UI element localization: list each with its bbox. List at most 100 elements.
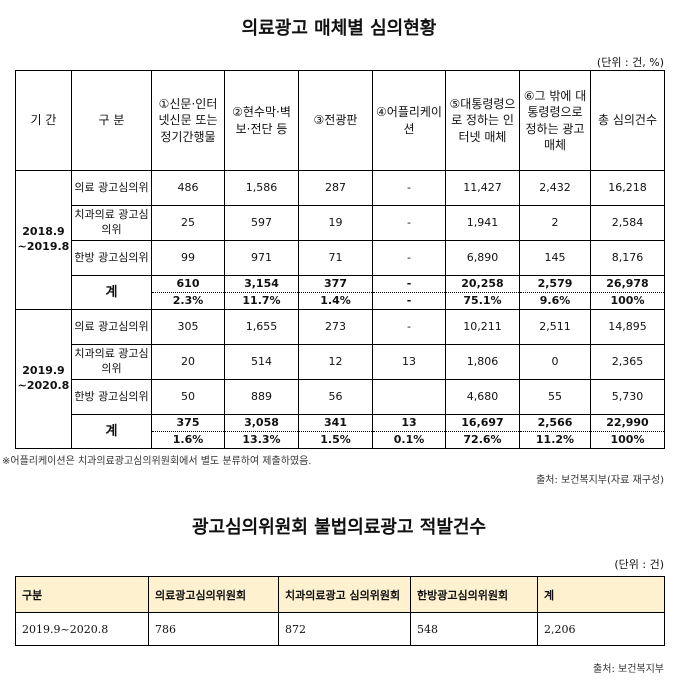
total-cell: 20,258	[445, 275, 520, 293]
table-row: 2019.9 ~2020.8 의료 광고심의위 305 1,655 273-10,211…	[15, 309, 665, 449]
category-cell: 치과의료 광고심의위	[71, 205, 152, 241]
value-cell: 13	[372, 344, 446, 380]
category-cell: 한방 광고심의위	[71, 240, 152, 276]
header-cell: ⑥그 밖에 대통령령으로 정하는 광고매체	[519, 70, 591, 171]
total-label: 계	[71, 275, 152, 310]
total-label: 계	[71, 414, 152, 449]
total-row: 계 610 3,154 377-20,258 2,579 26,978	[16, 275, 665, 310]
share-cell: 13.3%	[224, 431, 299, 449]
total-cell: -	[372, 275, 446, 293]
share-cell: 100%	[590, 431, 665, 449]
value-cell: 971	[224, 240, 299, 276]
value-cell: 2,432	[519, 170, 591, 206]
table2-unit: (단위 : 건)	[614, 558, 664, 571]
table-row: 치과의료 광고심의위 20 514 12 13 1,806 0 2,365	[16, 344, 665, 380]
value-cell: 6,890	[445, 240, 520, 276]
share-cell: 1.5%	[298, 431, 373, 449]
value-cell: 56	[298, 379, 373, 415]
header-cell: 구 분	[71, 70, 152, 171]
category-cell: 치과의료 광고심의위	[71, 344, 152, 380]
value-cell: 2,511	[519, 309, 591, 345]
value-cell: 1,941	[445, 205, 520, 241]
value-cell: 2,365	[590, 344, 665, 380]
value-cell: 16,218	[590, 170, 665, 206]
share-cell: -	[372, 292, 446, 310]
value-cell: 2	[519, 205, 591, 241]
total-cell: 3,154	[224, 275, 299, 293]
table2-title: 광고심의위원회 불법의료광고 적발건수	[191, 517, 487, 538]
total-cell: 610	[151, 275, 225, 293]
share-cell: 11.2%	[519, 431, 591, 449]
total-cell: 2,566	[519, 414, 591, 432]
value-cell: 20	[151, 344, 225, 380]
value-cell: 514	[224, 344, 299, 380]
value-cell: 287	[298, 170, 373, 206]
value-cell: 50	[151, 379, 225, 415]
value-cell: 99	[151, 240, 225, 276]
value-cell: 4,680	[445, 379, 520, 415]
total-cell: 375	[151, 414, 225, 432]
share-cell: 2.3%	[151, 292, 225, 310]
value-cell: -	[372, 205, 446, 241]
value-cell: 889	[224, 379, 299, 415]
category-cell: 의료 광고심의위	[71, 170, 152, 206]
header-cell: 한방광고심의위원회	[410, 576, 538, 613]
value-cell: 273	[298, 309, 373, 345]
period-cell: 2019.9 ~2020.8	[15, 309, 72, 449]
share-row: 1.6% 13.3% 1.5% 0.1% 72.6% 11.2% 100%	[16, 431, 665, 449]
value-cell: 1,806	[445, 344, 520, 380]
value-cell: 486	[151, 170, 225, 206]
header-cell: ③전광판	[298, 70, 373, 171]
table1-title: 의료광고 매체별 심의현황	[241, 18, 437, 39]
value-cell: 305	[151, 309, 225, 345]
header-cell: 기 간	[15, 70, 72, 171]
table-row: 한방 광고심의위 50 889 56 4,680 55 5,730	[16, 379, 665, 415]
value-cell	[372, 379, 446, 415]
period-cell: 2018.9 ~2019.8	[15, 170, 72, 310]
header-cell: 치과의료광고 심의위원회	[278, 576, 411, 613]
category-cell: 한방 광고심의위	[71, 379, 152, 415]
table2-source: 출처: 보건복지부	[593, 664, 664, 675]
value-cell: 25	[151, 205, 225, 241]
cell: 2019.9~2020.8	[15, 612, 149, 646]
value-cell: -	[372, 170, 446, 206]
total-cell: 2,579	[519, 275, 591, 293]
value-cell: 71	[298, 240, 373, 276]
table1-footnote: ※어플리케이션은 치과의료광고심의위원회에서 별도 분류하여 제출하였음.	[2, 456, 312, 467]
cell: 786	[148, 612, 279, 646]
header-cell: ⑤대통령령으로 정하는 인터넷 매체	[445, 70, 520, 171]
table-row: 한방 광고심의위 99 971 71-6,890 145 8,176	[16, 240, 665, 276]
share-cell: 1.4%	[298, 292, 373, 310]
value-cell: 55	[519, 379, 591, 415]
header-cell: 총 심의건수	[590, 70, 665, 171]
value-cell: 10,211	[445, 309, 520, 345]
share-cell: 100%	[590, 292, 665, 310]
value-cell: 2,584	[590, 205, 665, 241]
header-cell: 구분	[15, 576, 149, 613]
header-cell: ①신문·인터넷신문 또는 정기간행물	[151, 70, 225, 171]
table-row: 치과의료 광고심의위 25 597 19-1,941 2 2,584	[16, 205, 665, 241]
table1-unit: (단위 : 건, %)	[596, 56, 664, 69]
total-cell: 377	[298, 275, 373, 293]
share-cell: 0.1%	[372, 431, 446, 449]
header-cell: 계	[537, 576, 665, 613]
total-cell: 3,058	[224, 414, 299, 432]
value-cell: 145	[519, 240, 591, 276]
share-cell: 9.6%	[519, 292, 591, 310]
header-cell: ④어플리케이션	[372, 70, 446, 171]
table-row: 2018.9 ~2019.8 의료 광고심의위 486 1,586 287-11,427…	[15, 170, 665, 310]
total-cell: 341	[298, 414, 373, 432]
total-cell: 13	[372, 414, 446, 432]
share-cell: 72.6%	[445, 431, 520, 449]
value-cell: 0	[519, 344, 591, 380]
header-cell: ②현수막·벽보·전단 등	[224, 70, 299, 171]
value-cell: 5,730	[590, 379, 665, 415]
cell: 872	[278, 612, 411, 646]
value-cell: 11,427	[445, 170, 520, 206]
table1-source: 출처: 보건복지부(자료 재구성)	[536, 475, 664, 486]
value-cell: 1,586	[224, 170, 299, 206]
share-cell: 1.6%	[151, 431, 225, 449]
share-cell: 75.1%	[445, 292, 520, 310]
total-row: 계 375 3,058 341 13 16,697 2,566 22,990	[16, 414, 665, 449]
